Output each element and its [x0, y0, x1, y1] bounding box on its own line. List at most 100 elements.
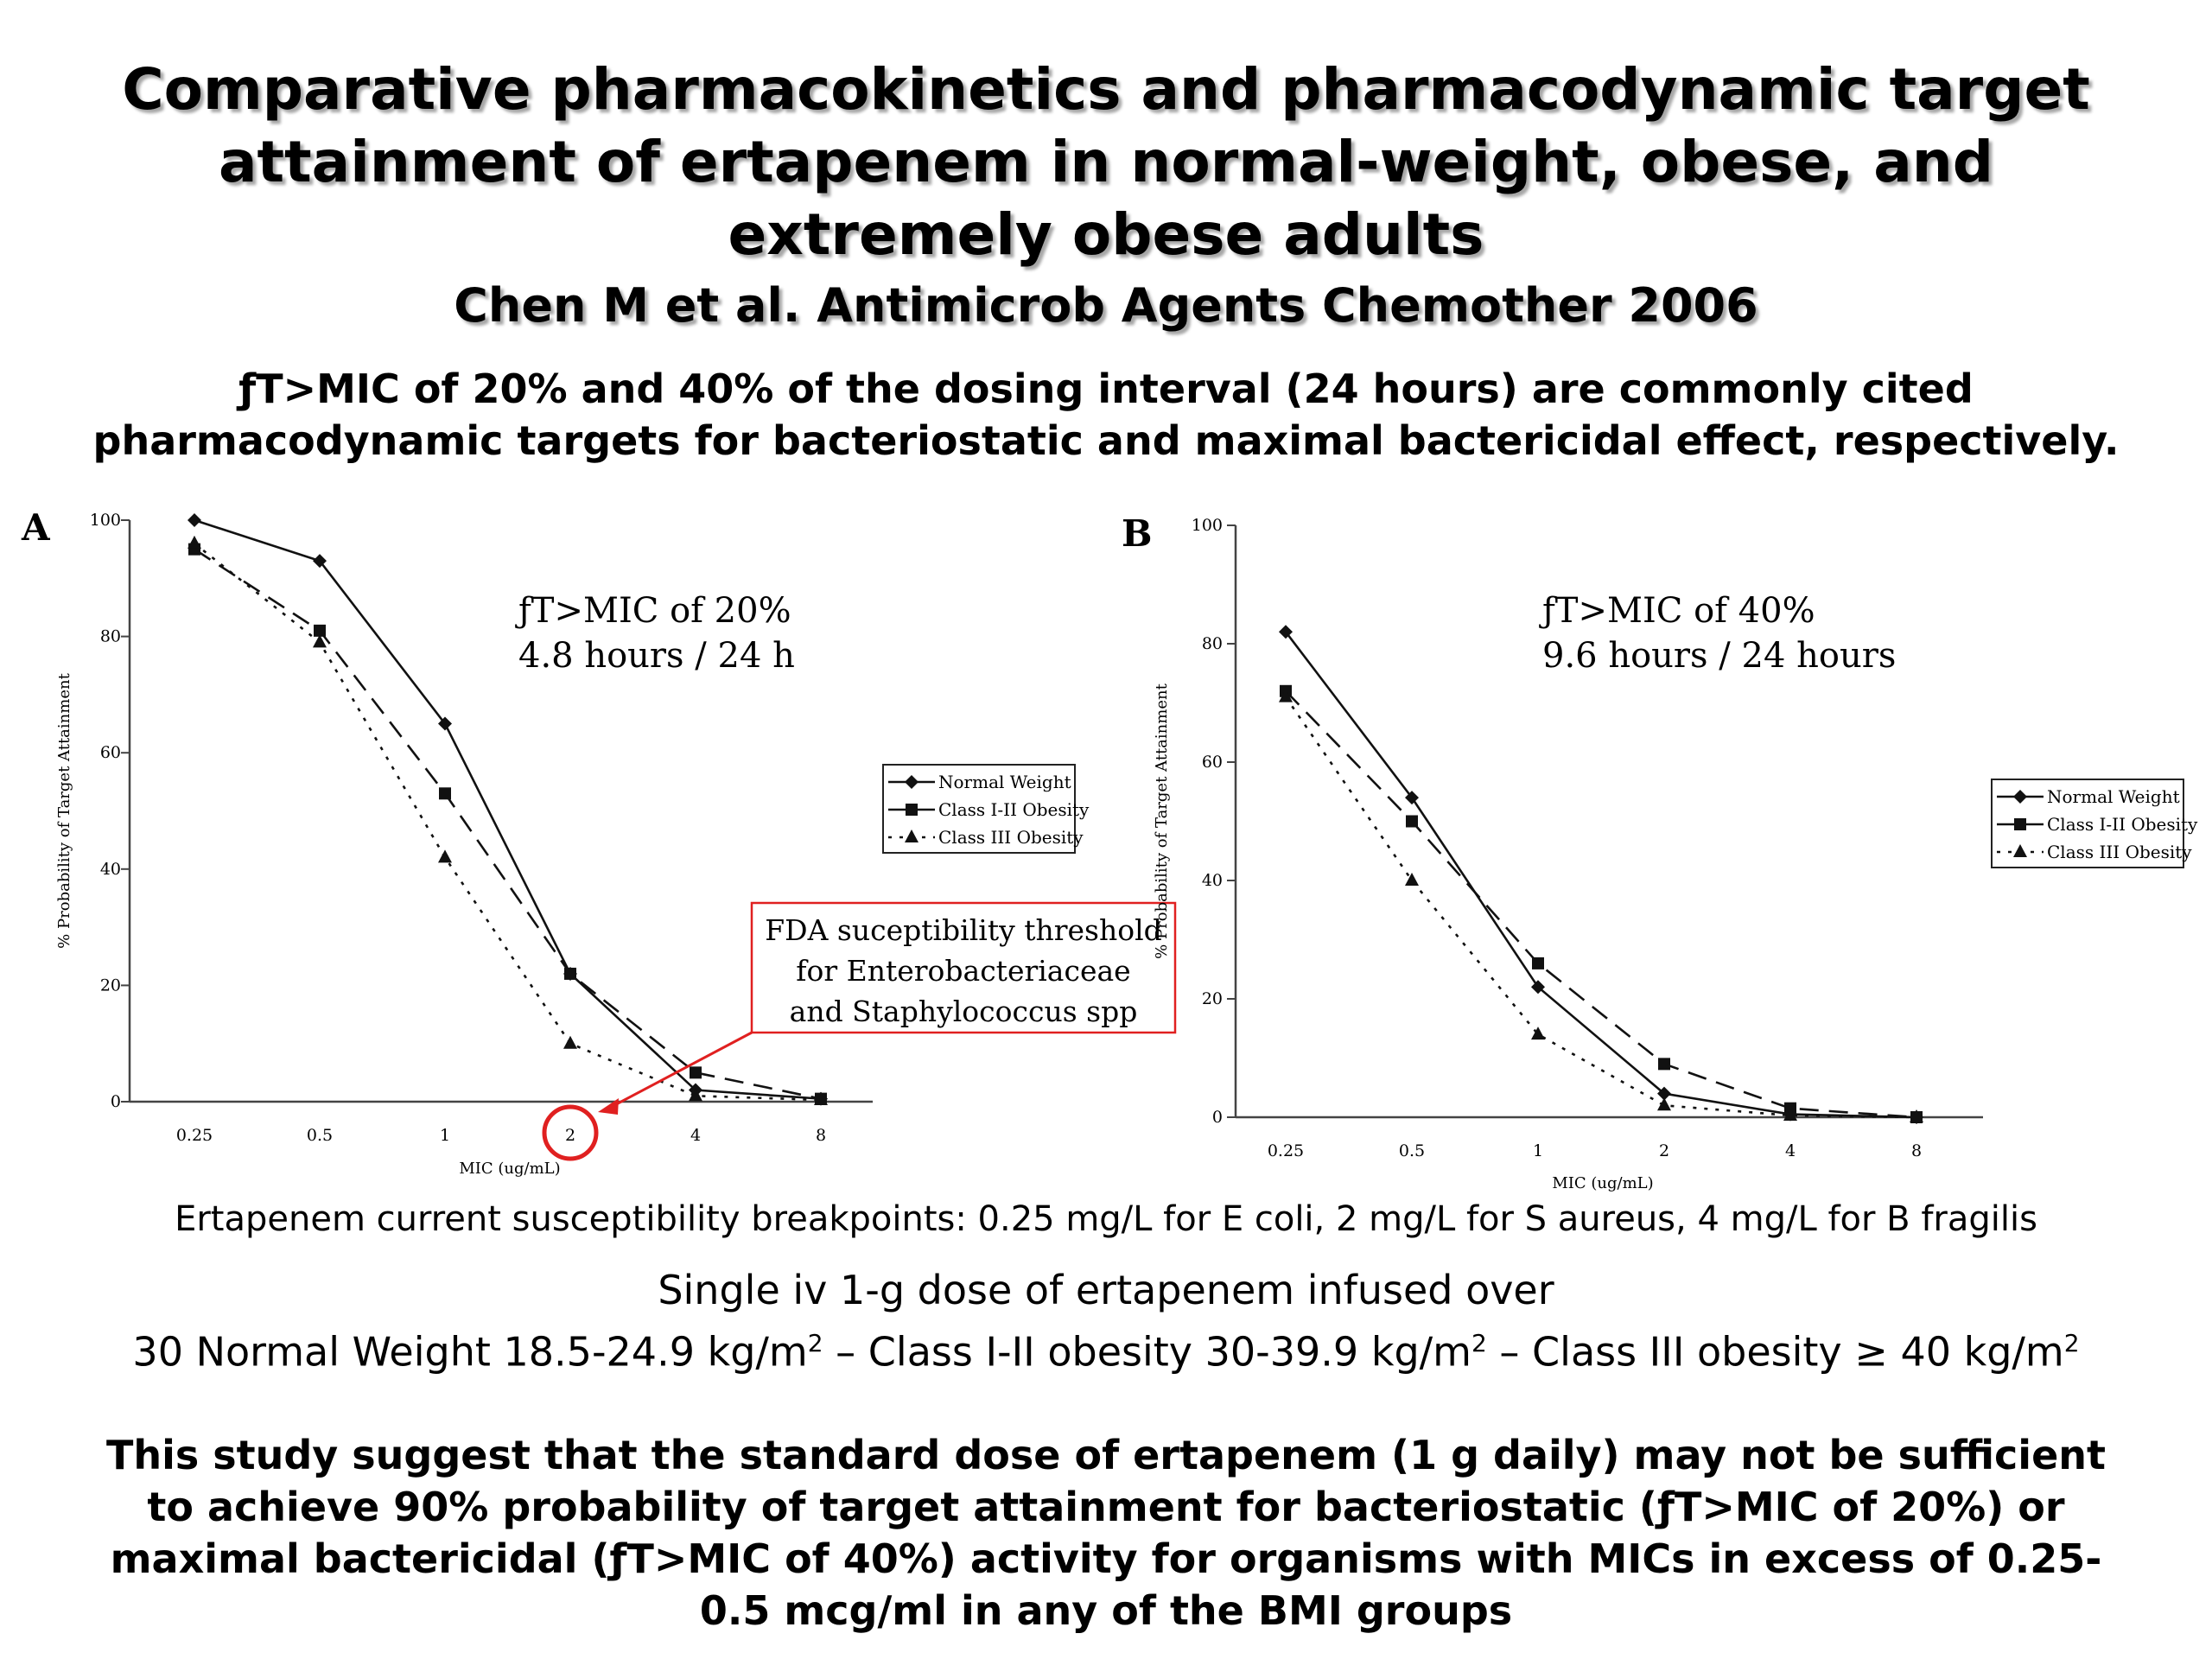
legend-marker [2014, 818, 2026, 830]
callout-text: FDA suceptibility threshold [765, 913, 1162, 947]
series-line-2 [1285, 690, 1917, 1119]
panel-label: A [21, 506, 51, 549]
callout-text: for Enterobacteriaceae [796, 954, 1130, 988]
data-point [1783, 1107, 1797, 1121]
y-tick-label: 0 [1212, 1108, 1223, 1127]
legend-marker [906, 804, 918, 816]
callout-text: and Staphylococcus spp [790, 995, 1138, 1028]
data-point [1657, 1097, 1671, 1111]
data-point [438, 716, 452, 731]
y-tick-label: 20 [1202, 989, 1223, 1008]
dose-sup-3: 2 [2063, 1329, 2080, 1357]
callout-arrowhead [598, 1098, 619, 1115]
data-point [689, 1088, 702, 1102]
y-tick-label: 80 [100, 627, 121, 646]
breakpoints-text: Ertapenem current susceptibility breakpo… [175, 1199, 2037, 1239]
x-tick-label: 1 [1533, 1141, 1543, 1160]
legend-label: Normal Weight [2047, 786, 2180, 807]
series-line-3 [194, 542, 822, 1102]
data-point [1279, 689, 1293, 702]
x-tick-label: 0.25 [176, 1126, 213, 1145]
dose-line-1: Single iv 1-g dose of ertapenem infused … [658, 1267, 1554, 1313]
data-point [564, 967, 576, 980]
data-point [563, 1035, 577, 1049]
highlight-circle [542, 1104, 599, 1161]
x-tick-label: 4 [690, 1126, 701, 1145]
legend: Normal Weight Class I-II Obesity Class III… [1991, 779, 2198, 868]
x-tick-label: 0.5 [307, 1126, 333, 1145]
data-point [313, 634, 327, 648]
data-point [1532, 957, 1544, 969]
data-point [1406, 815, 1418, 828]
data-point [313, 554, 327, 569]
slide-title: Comparative pharmacokinetics and pharmac… [122, 56, 2090, 268]
chart-panel-b: B 0 20 40 60 80 100 % Probability of Target Att… [1122, 512, 2198, 1192]
legend-marker [905, 775, 918, 789]
data-point [1405, 873, 1419, 886]
dose-sup-1: 2 [807, 1329, 823, 1357]
y-tick-label: 60 [1202, 753, 1223, 772]
chart-panel-a: A 0 20 40 60 80 100 % Probability of Target Att… [21, 506, 1177, 1178]
y-axis-label: % Probability of Target Attainment [1153, 683, 1171, 958]
series-line-1 [1284, 631, 1917, 1119]
y-tick-label: 20 [100, 976, 121, 995]
data-point [188, 513, 201, 527]
dose-normal: 30 Normal Weight 18.5-24.9 kg/m [132, 1328, 808, 1376]
data-point [1657, 1086, 1671, 1101]
y-tick-label: 40 [1202, 871, 1223, 890]
conclusion-text: This study suggest that the standard dos… [105, 1432, 2107, 1634]
target-annotation: 9.6 hours / 24 hours [1542, 636, 1896, 676]
x-tick-label: 8 [816, 1126, 826, 1145]
intro-text: ƒT>MIC of 20% and 40% of the dosing inte… [92, 365, 2120, 464]
data-point [1910, 1109, 1923, 1122]
x-tick-label: 2 [1659, 1141, 1669, 1160]
data-point [814, 1091, 828, 1105]
data-point [188, 535, 201, 549]
target-annotation: ƒT>MIC of 20% [515, 591, 791, 631]
y-tick-label: 40 [100, 860, 121, 879]
data-point [1279, 625, 1293, 639]
dose-text: Single iv 1-g dose of ertapenem infused … [52, 1263, 2160, 1378]
data-point [1405, 791, 1419, 805]
series-line-1 [194, 518, 822, 1100]
y-tick-label: 80 [1202, 634, 1223, 653]
legend-marker [2013, 790, 2027, 804]
data-point [1531, 1027, 1545, 1040]
dose-sup-2: 2 [1471, 1329, 1487, 1357]
x-tick-label: 1 [440, 1126, 450, 1145]
y-tick-label: 100 [1192, 516, 1223, 535]
legend-label: Class I-II Obesity [2047, 814, 2198, 835]
x-tick-label: 2 [565, 1126, 575, 1145]
data-point [438, 849, 452, 863]
legend-label: Class I-II Obesity [938, 799, 1090, 820]
x-tick-label: 0.5 [1399, 1141, 1425, 1160]
series-line-2 [194, 548, 822, 1100]
dose-class3: – Class III obesity ≥ 40 kg/m [1486, 1328, 2064, 1376]
x-tick-label: 4 [1785, 1141, 1796, 1160]
y-axis-label: % Probability of Target Attainment [55, 672, 73, 948]
x-axis-label: MIC (ug/mL) [1552, 1174, 1653, 1192]
citation: Chen M et al. Antimicrob Agents Chemothe… [454, 278, 1758, 333]
legend-marker [2013, 844, 2027, 857]
legend-label: Class III Obesity [938, 827, 1084, 848]
data-point [1658, 1058, 1670, 1071]
x-tick-label: 0.25 [1268, 1141, 1304, 1160]
target-annotation: 4.8 hours / 24 h [518, 636, 795, 676]
fda-callout: FDA suceptibility threshold for Enterobac… [542, 901, 1177, 1161]
legend-label: Class III Obesity [2047, 842, 2192, 862]
legend-marker [905, 830, 918, 842]
x-axis-label: MIC (ug/mL) [459, 1160, 560, 1178]
y-tick-label: 100 [90, 511, 121, 530]
callout-box [750, 901, 1177, 1034]
data-point [690, 1066, 702, 1079]
panel-label: B [1122, 512, 1153, 555]
y-tick-label: 0 [111, 1092, 121, 1111]
legend-label: Normal Weight [938, 772, 1071, 792]
data-point [314, 624, 326, 637]
dose-class12: – Class I-II obesity 30-39.9 kg/m [823, 1328, 1471, 1376]
series-line-3 [1284, 696, 1917, 1119]
data-point [439, 787, 451, 800]
x-tick-label: 8 [1911, 1141, 1922, 1160]
legend: Normal Weight Class I-II Obesity Class III… [882, 764, 1090, 854]
